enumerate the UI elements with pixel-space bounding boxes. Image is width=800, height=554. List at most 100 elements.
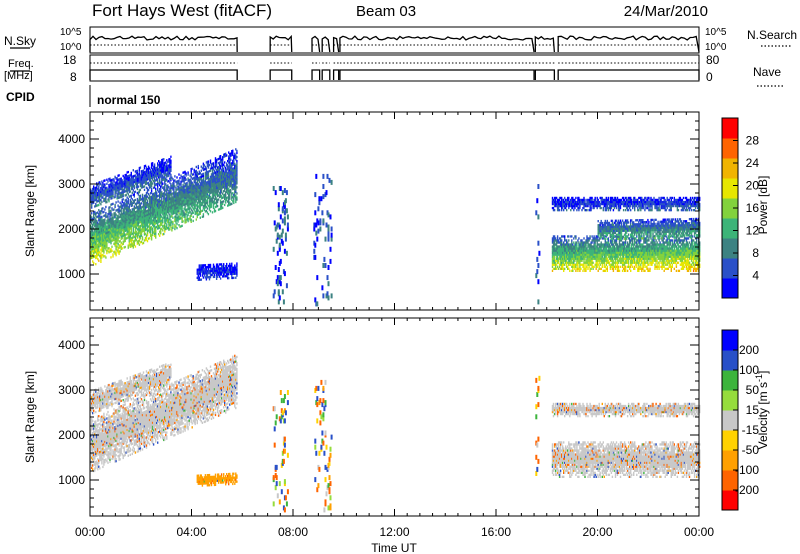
range-cell [137, 201, 140, 204]
range-cell [168, 222, 170, 225]
range-cell [174, 201, 176, 204]
range-cell [566, 239, 568, 242]
range-cell [220, 263, 223, 266]
range-cell [133, 219, 135, 222]
range-cell [132, 169, 134, 172]
range-cell [94, 233, 96, 236]
range-cell [144, 200, 147, 203]
range-cell [586, 247, 588, 250]
range-cell [105, 232, 107, 235]
range-cell [149, 232, 152, 235]
range-cell [146, 203, 149, 206]
range-cell [161, 201, 163, 204]
range-cell [91, 226, 93, 229]
range-cell [163, 208, 165, 211]
range-cell [106, 251, 108, 255]
range-cell [627, 263, 630, 266]
range-cell [122, 204, 124, 207]
range-cell [130, 243, 132, 246]
range-cell [142, 211, 145, 214]
range-cell [133, 201, 135, 204]
range-cell [116, 245, 118, 248]
range-cell [108, 251, 110, 254]
range-cell [168, 212, 170, 215]
range-cell [126, 200, 128, 203]
range-cell [124, 237, 126, 241]
range-cell [111, 235, 113, 238]
range-cell [93, 249, 95, 252]
range-cell [151, 195, 154, 198]
range-cell [109, 234, 111, 237]
range-cell [627, 259, 630, 262]
range-cell [173, 183, 175, 187]
range-cell [155, 193, 157, 197]
range-cell [130, 233, 132, 236]
range-cell [120, 207, 122, 210]
range-cell [98, 253, 100, 256]
range-cell [116, 209, 118, 212]
range-cell [112, 237, 114, 240]
range-cell [571, 259, 573, 262]
range-cell [151, 203, 154, 206]
range-cell [115, 239, 117, 243]
range-cell [167, 218, 169, 222]
range-cell [594, 243, 596, 246]
range-cell [129, 211, 131, 214]
range-cell [624, 265, 627, 268]
range-cell [168, 206, 170, 209]
range-cell [103, 245, 105, 248]
range-cell [217, 198, 220, 201]
range-cell [135, 226, 138, 230]
range-cell [163, 202, 165, 205]
range-cell [157, 199, 159, 202]
range-cell [121, 222, 123, 226]
range-cell [190, 220, 192, 223]
range-cell [146, 227, 149, 231]
range-cell [152, 231, 155, 234]
range-cell [94, 210, 96, 214]
range-cell [111, 213, 113, 216]
range-cell [148, 218, 151, 222]
range-cell [156, 203, 158, 206]
range-cell [155, 191, 157, 195]
range-cell [110, 229, 112, 233]
range-cell [127, 246, 129, 249]
range-cell [170, 193, 172, 196]
range-cell [187, 173, 189, 176]
range-cell [605, 255, 607, 258]
range-cell [216, 200, 219, 204]
range-cell [122, 208, 124, 211]
range-cell [112, 218, 114, 222]
range-cell [219, 277, 222, 280]
range-cell [171, 206, 173, 210]
range-cell [159, 194, 161, 197]
range-cell [138, 217, 141, 220]
range-cell [123, 209, 125, 213]
range-cell [166, 227, 168, 230]
range-cell [157, 219, 159, 222]
range-cell [185, 178, 187, 181]
range-cell [103, 239, 105, 242]
range-cell [227, 275, 229, 278]
range-cell [111, 245, 113, 248]
range-cell [171, 200, 173, 204]
range-cell [166, 213, 168, 216]
range-cell [109, 226, 111, 229]
range-cell [107, 249, 109, 252]
range-cell [190, 170, 192, 173]
range-cell [99, 245, 101, 248]
range-cell [114, 213, 116, 217]
range-cell [123, 236, 125, 239]
range-cell [109, 218, 111, 221]
range-cell [119, 240, 121, 243]
range-cell [125, 215, 127, 218]
range-cell [235, 276, 237, 279]
range-cell [142, 223, 145, 226]
range-cell [172, 208, 174, 211]
range-cell [149, 196, 152, 199]
range-cell [555, 263, 558, 266]
range-cell [225, 201, 227, 204]
range-cell [90, 232, 92, 236]
range-cell [146, 229, 149, 233]
range-cell [122, 198, 124, 201]
